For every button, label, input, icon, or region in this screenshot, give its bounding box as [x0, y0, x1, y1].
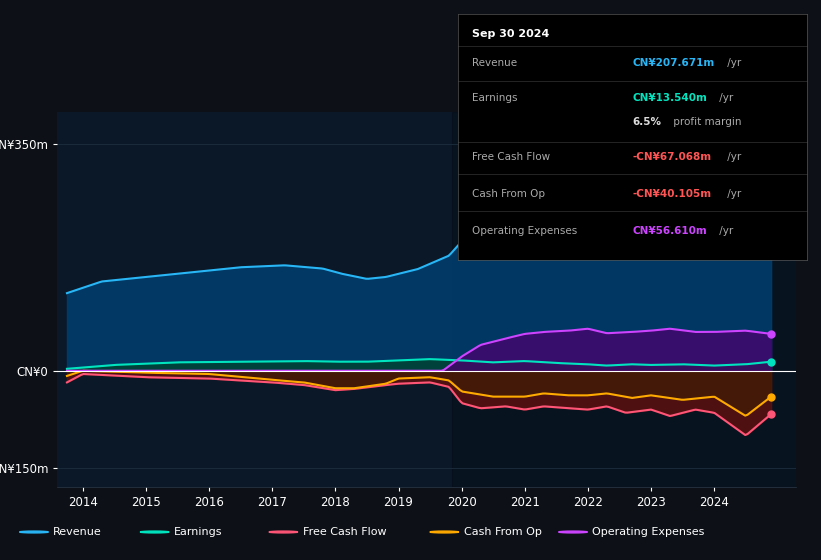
Text: Revenue: Revenue: [53, 527, 102, 537]
Text: Cash From Op: Cash From Op: [472, 189, 545, 199]
Text: Cash From Op: Cash From Op: [464, 527, 542, 537]
Text: CN¥56.610m: CN¥56.610m: [633, 226, 708, 236]
Text: /yr: /yr: [724, 58, 741, 68]
Circle shape: [140, 531, 169, 533]
Text: Operating Expenses: Operating Expenses: [592, 527, 704, 537]
Text: Free Cash Flow: Free Cash Flow: [472, 152, 550, 162]
Text: /yr: /yr: [717, 226, 734, 236]
Text: Free Cash Flow: Free Cash Flow: [303, 527, 387, 537]
Text: -CN¥67.068m: -CN¥67.068m: [633, 152, 712, 162]
Circle shape: [269, 531, 298, 533]
Text: 6.5%: 6.5%: [633, 118, 662, 128]
Text: Revenue: Revenue: [472, 58, 517, 68]
Text: Earnings: Earnings: [472, 93, 517, 103]
Text: -CN¥40.105m: -CN¥40.105m: [633, 189, 712, 199]
Circle shape: [558, 531, 588, 533]
Text: Sep 30 2024: Sep 30 2024: [472, 29, 549, 39]
Text: /yr: /yr: [724, 189, 741, 199]
Text: profit margin: profit margin: [670, 118, 741, 128]
Text: CN¥13.540m: CN¥13.540m: [633, 93, 708, 103]
Text: Operating Expenses: Operating Expenses: [472, 226, 577, 236]
Text: Earnings: Earnings: [174, 527, 222, 537]
Circle shape: [430, 531, 459, 533]
Circle shape: [20, 531, 48, 533]
Text: CN¥207.671m: CN¥207.671m: [633, 58, 715, 68]
Text: /yr: /yr: [724, 152, 741, 162]
Text: /yr: /yr: [717, 93, 734, 103]
Bar: [452, 112, 809, 487]
